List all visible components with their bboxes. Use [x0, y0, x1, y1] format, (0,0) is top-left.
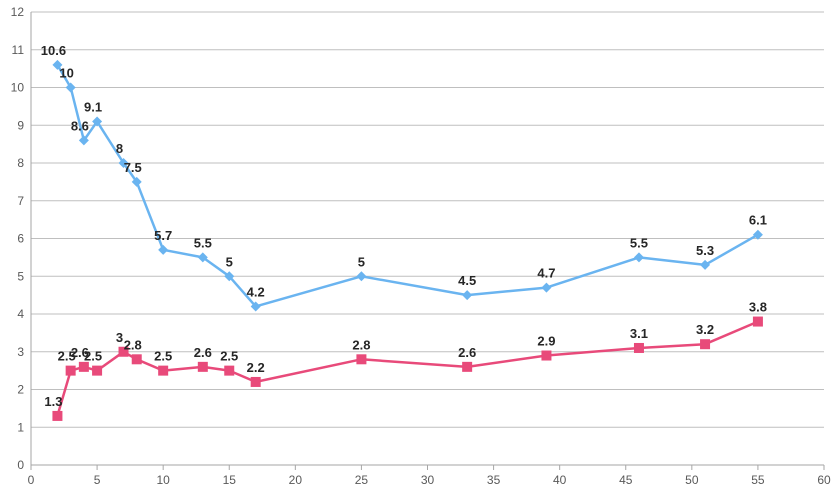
series-1-data-label: 9.1 [84, 99, 102, 114]
x-tick-label: 60 [817, 473, 831, 487]
series-1-point [752, 229, 763, 240]
series-1-point [197, 252, 208, 263]
series-2-point [92, 365, 103, 376]
x-tick-label: 55 [751, 473, 765, 487]
series-2-data-label: 2.6 [458, 345, 476, 360]
x-tick-label: 45 [619, 473, 633, 487]
series-2-data-label: 3.2 [696, 322, 714, 337]
series-2-line [56, 320, 759, 417]
series-2-point [197, 361, 208, 372]
series-1-line [56, 64, 759, 308]
data-labels: 10.6 10 8.6 9.1 87.5 5.7 5.5 5 4.2 5 4.5 4.7 5.5 5.3 6… [41, 43, 767, 409]
x-tick-label: 30 [421, 473, 435, 487]
y-tick-label: 0 [17, 458, 24, 472]
series-1-data-label: 5.5 [630, 235, 648, 250]
series-1-data-label: 5.3 [696, 243, 714, 258]
series-1-data-label: 10.6 [41, 43, 66, 58]
series-1-data-label: 5.5 [194, 235, 212, 250]
series-lines [52, 59, 763, 421]
series-2-point [700, 339, 711, 350]
series-1-data-label: 7.5 [124, 160, 142, 175]
y-tick-label: 8 [17, 156, 24, 170]
series-2-point [52, 410, 63, 421]
series-1-point [700, 259, 711, 270]
series-2-point [250, 376, 261, 387]
x-tick-label: 15 [223, 473, 237, 487]
series-1-point [541, 282, 552, 293]
series-2-data-label: 2.5 [84, 349, 102, 364]
y-tick-label: 12 [11, 5, 25, 19]
series-2-point [541, 350, 552, 361]
series-2-data-label: 2.5 [58, 349, 76, 364]
series-2-data-label: 2.8 [124, 337, 142, 352]
series-2-data-label: 2.9 [537, 334, 555, 349]
series-2-point [65, 365, 76, 376]
series-1-point [65, 82, 76, 93]
series-1-data-label: 5.7 [154, 228, 172, 243]
series-2-point [633, 342, 644, 353]
x-tick-label: 0 [28, 473, 35, 487]
x-tick-label: 5 [94, 473, 101, 487]
gridlines [31, 11, 824, 428]
series-2-point [158, 365, 169, 376]
series-1-point [131, 176, 142, 187]
y-tick-label: 3 [17, 345, 24, 359]
series-1-data-label: 4.5 [458, 273, 476, 288]
series-1-point [118, 158, 129, 168]
series-1-point [52, 59, 63, 70]
series-1-data-label: 10 [59, 66, 73, 81]
series-2-point [356, 354, 367, 365]
y-tick-label: 1 [17, 420, 24, 434]
series-2-data-label: 2.6 [71, 345, 89, 360]
x-tick-label: 50 [685, 473, 699, 487]
series-2-data-label: 2.2 [247, 360, 265, 375]
series-2-data-label: 3.8 [749, 300, 767, 315]
series-2-point [224, 365, 235, 376]
series-1-point [633, 252, 644, 263]
y-tick-label: 9 [17, 118, 24, 132]
y-tick-label: 11 [12, 43, 25, 57]
series-2-point [131, 354, 142, 365]
series-2-point [78, 361, 89, 372]
series-2-data-label: 3 [116, 330, 123, 345]
series-2-point [462, 361, 473, 372]
x-tick-label: 35 [487, 473, 501, 487]
x-tick-label: 10 [156, 473, 170, 487]
series-2-data-label: 2.5 [154, 349, 172, 364]
x-tick-label: 25 [355, 473, 369, 487]
series-1-data-label: 6.1 [749, 213, 767, 228]
y-tick-label: 7 [17, 194, 24, 208]
x-tick-label: 20 [289, 473, 303, 487]
x-tick-label: 40 [553, 473, 567, 487]
series-1-point [78, 135, 89, 146]
series-1-data-label: 4.2 [247, 284, 265, 299]
series-2-data-label: 2.6 [194, 345, 212, 360]
series-1-point [224, 271, 235, 282]
series-2-point [118, 346, 129, 357]
series-1-point [462, 290, 473, 301]
series-2-data-label: 3.1 [630, 326, 648, 341]
series-1-point [158, 244, 169, 255]
y-tick-label: 4 [17, 307, 24, 321]
series-2-data-label: 1.3 [44, 394, 62, 409]
series-2-data-label: 2.8 [352, 337, 370, 352]
y-tick-label: 5 [17, 269, 24, 283]
series-1-data-label: 5 [358, 254, 365, 269]
series-1-point [356, 271, 367, 282]
series-2-data-label: 2.5 [220, 349, 238, 364]
y-tick-label: 10 [11, 81, 25, 95]
series-1-data-label: 5 [226, 254, 233, 269]
y-tick-label: 2 [17, 383, 24, 397]
series-1-data-label: 4.7 [537, 266, 555, 281]
series-1-point [92, 116, 103, 127]
y-tick-label: 6 [17, 232, 24, 246]
series-2-point [752, 316, 763, 327]
series-1-point [250, 301, 261, 312]
series-1-data-label: 8 [116, 141, 123, 156]
series-1-data-label: 8.6 [71, 118, 89, 133]
